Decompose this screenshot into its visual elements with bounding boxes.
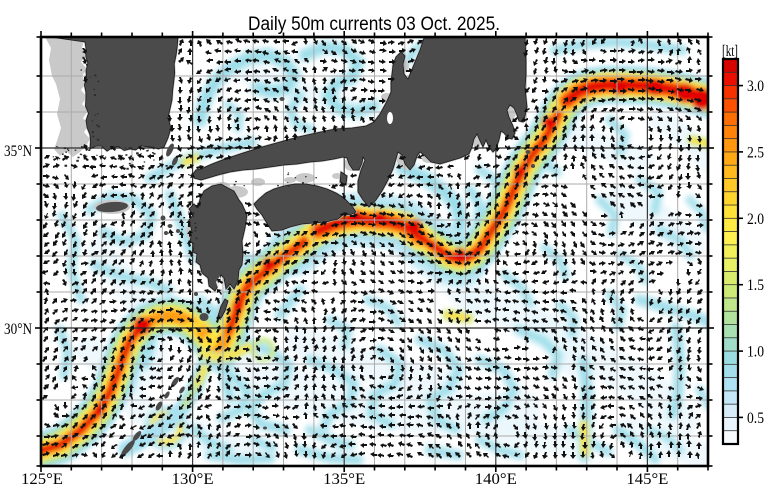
svg-text:140°E: 140°E [475, 471, 517, 488]
svg-text:35°N: 35°N [4, 143, 32, 160]
svg-text:1.5: 1.5 [747, 277, 764, 294]
svg-text:0.5: 0.5 [747, 410, 764, 427]
svg-text:125°E: 125°E [21, 471, 63, 488]
svg-text:2.0: 2.0 [747, 211, 764, 228]
svg-text:3.0: 3.0 [747, 78, 764, 95]
svg-text:135°E: 135°E [323, 471, 365, 488]
svg-text:Daily 50m currents 03 Oct. 202: Daily 50m currents 03 Oct. 2025. [248, 14, 500, 35]
svg-text:2.5: 2.5 [747, 144, 764, 161]
svg-text:145°E: 145°E [626, 471, 668, 488]
svg-text:[kt]: [kt] [722, 43, 738, 60]
svg-text:30°N: 30°N [4, 321, 32, 338]
svg-text:130°E: 130°E [172, 471, 214, 488]
svg-text:1.0: 1.0 [747, 344, 764, 361]
